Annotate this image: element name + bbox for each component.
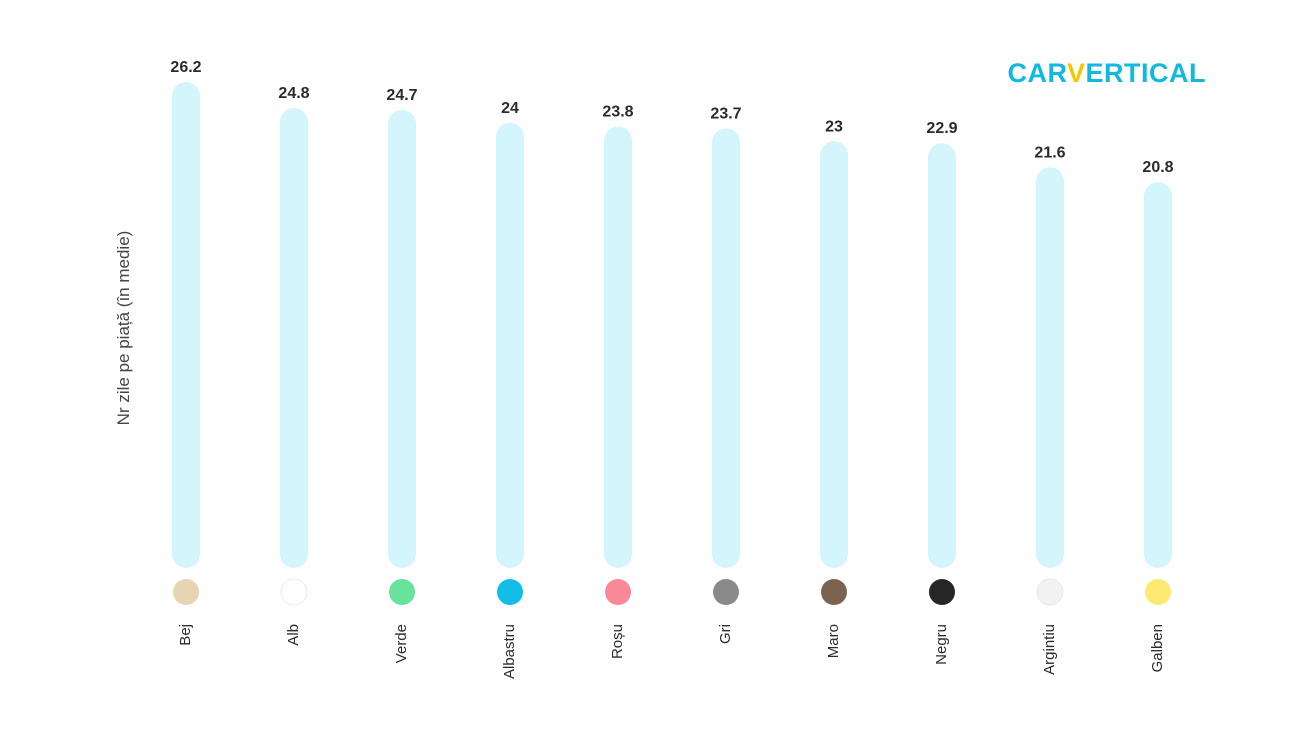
bar-1 [280, 107, 308, 568]
category-label-7: Negru [933, 624, 950, 665]
bar-2 [388, 109, 416, 568]
category-label-0: Bej [177, 624, 194, 646]
bar-7 [928, 143, 956, 568]
value-label-4: 23.8 [602, 104, 633, 121]
bars-group: 26.2 Bej 24.8 Alb 24.7 Verde 24 Albastru 23.8 Roș… [170, 59, 1173, 679]
color-swatch-7 [929, 579, 955, 605]
y-axis-label: Nr zile pe piață (în medie) [114, 231, 133, 426]
logo-text-right: ERTICAL [1085, 58, 1206, 88]
color-swatch-1 [280, 578, 308, 606]
category-label-1: Alb [285, 624, 302, 646]
value-label-3: 24 [501, 100, 519, 117]
logo-text-left: CAR [1007, 58, 1067, 88]
bar-8 [1036, 167, 1064, 568]
value-label-7: 22.9 [926, 120, 957, 137]
value-label-6: 23 [825, 118, 843, 135]
category-label-6: Maro [825, 624, 842, 658]
carvertical-logo: CARVERTICAL [1007, 58, 1206, 89]
category-label-3: Albastru [501, 624, 518, 679]
value-label-1: 24.8 [278, 85, 309, 102]
value-label-9: 20.8 [1142, 159, 1173, 176]
color-swatch-6 [821, 579, 847, 605]
bar-3 [496, 122, 524, 569]
category-label-5: Gri [717, 624, 734, 644]
color-swatch-9 [1145, 579, 1171, 605]
color-swatch-3 [497, 579, 523, 605]
bar-5 [712, 128, 740, 569]
value-label-0: 26.2 [170, 59, 201, 76]
logo-text-v: V [1066, 58, 1086, 88]
category-label-2: Verde [393, 624, 410, 663]
bar-4 [604, 126, 632, 569]
color-swatch-5 [713, 579, 739, 605]
bar-6 [820, 141, 848, 569]
bar-9 [1144, 182, 1172, 568]
color-swatch-0 [173, 579, 199, 605]
category-label-9: Galben [1149, 624, 1166, 672]
category-label-4: Roșu [609, 624, 626, 659]
color-swatch-2 [389, 579, 415, 605]
color-swatch-4 [605, 579, 631, 605]
color-swatch-8 [1036, 578, 1064, 606]
value-label-2: 24.7 [386, 87, 417, 104]
value-label-5: 23.7 [710, 105, 741, 122]
bar-0 [172, 82, 200, 568]
category-label-8: Argintiu [1041, 624, 1058, 675]
value-label-8: 21.6 [1034, 144, 1065, 161]
